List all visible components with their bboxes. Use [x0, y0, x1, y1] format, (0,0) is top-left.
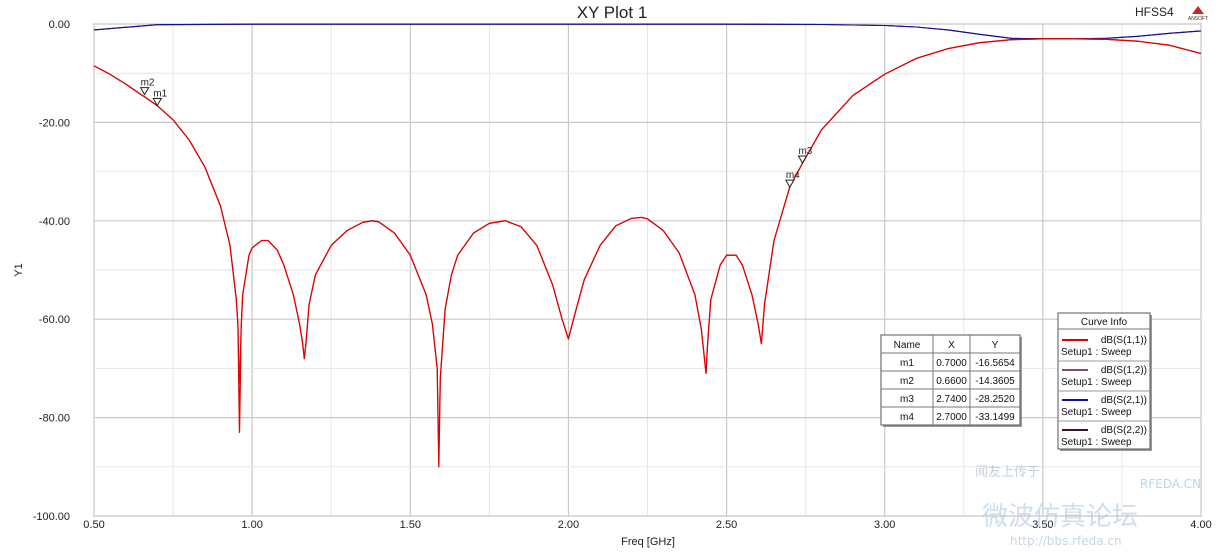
- table-header-cell: Name: [894, 340, 921, 351]
- table-cell: m2: [900, 376, 914, 387]
- y-axis-label: Y1: [13, 263, 25, 276]
- watermark-site: RFEDA.CN: [1140, 477, 1201, 491]
- y-axis-ticks: 0.00 -20.00 -40.00 -60.00 -80.00 -100.00: [33, 19, 70, 523]
- x-tick-label: 3.50: [1032, 519, 1053, 531]
- table-cell: -14.3605: [975, 376, 1015, 387]
- table-cell: m3: [900, 394, 914, 405]
- app-brand: HFSS4: [1135, 5, 1174, 19]
- table-cell: m1: [900, 358, 914, 369]
- x-tick-label: 2.00: [558, 519, 579, 531]
- marker-label-m4: m4: [786, 170, 800, 181]
- grid: [93, 23, 1202, 517]
- legend-entry-sub: Setup1 : Sweep: [1061, 347, 1132, 358]
- x-axis-ticks: 0.50 1.00 1.50 2.00 2.50 3.00 3.50 4.00: [83, 519, 1211, 531]
- table-cell: m4: [900, 412, 914, 423]
- x-tick-label: 3.00: [874, 519, 895, 531]
- legend-entry-name: dB(S(1,2)): [1101, 365, 1147, 376]
- marker-m1: [152, 98, 163, 107]
- marker-m2: [139, 87, 150, 96]
- table-header-cell: Y: [992, 340, 999, 351]
- watermark-top: 闻友上传于: [975, 464, 1040, 480]
- table-frame: [880, 334, 1021, 426]
- y-tick-label: -40.00: [39, 216, 70, 228]
- ansoft-logo: ANSOFT: [1188, 6, 1208, 22]
- vendor-logo-text: ANSOFT: [1188, 16, 1208, 22]
- legend-entry-name: dB(S(2,1)): [1101, 395, 1147, 406]
- marker-m4: [784, 179, 795, 189]
- legend-entry-sub: Setup1 : Sweep: [1061, 377, 1132, 388]
- legend-entry-sub: Setup1 : Sweep: [1061, 437, 1132, 448]
- chart-title: XY Plot 1: [577, 3, 648, 22]
- x-tick-label: 0.50: [83, 519, 104, 531]
- y-tick-label: 0.00: [49, 19, 70, 31]
- table-cell: 2.7000: [936, 412, 967, 423]
- watermark-cn: 微波仿真论坛: [982, 502, 1138, 532]
- marker-label-m1: m1: [153, 89, 167, 100]
- marker-label-m2: m2: [141, 78, 155, 89]
- marker-m3: [797, 155, 808, 165]
- series-layer: [93, 23, 1202, 468]
- watermark: 闻友上传于 RFEDA.CN 微波仿真论坛 http://bbs.rfeda.c…: [975, 464, 1201, 548]
- legend-title: Curve Info: [1081, 317, 1128, 328]
- table-cell: 0.6600: [936, 376, 967, 387]
- legend-entry-name: dB(S(2,2)): [1101, 425, 1147, 436]
- table-cell: 2.7400: [936, 394, 967, 405]
- legend-entry-name: dB(S(1,1)): [1101, 335, 1147, 346]
- table-cell: -16.5654: [975, 358, 1015, 369]
- y-tick-label: -20.00: [39, 117, 70, 129]
- y-tick-label: -80.00: [39, 413, 70, 425]
- watermark-url: http://bbs.rfeda.cn: [1010, 534, 1122, 548]
- x-tick-label: 4.00: [1190, 519, 1211, 531]
- legend-frame: [1057, 312, 1151, 450]
- table-cell: -33.1499: [975, 412, 1015, 423]
- table-cell: 0.7000: [936, 358, 967, 369]
- series-line-s11: [93, 38, 1202, 468]
- y-tick-label: -100.00: [33, 511, 70, 523]
- table-header-cell: X: [948, 340, 955, 351]
- x-tick-label: 1.00: [241, 519, 262, 531]
- x-tick-label: 1.50: [400, 519, 421, 531]
- y-tick-label: -60.00: [39, 314, 70, 326]
- x-axis-label: Freq [GHz]: [621, 536, 675, 548]
- x-tick-label: 2.50: [716, 519, 737, 531]
- table-cell: -28.2520: [975, 394, 1015, 405]
- legend-entry-sub: Setup1 : Sweep: [1061, 407, 1132, 418]
- marker-label-m3: m3: [798, 146, 812, 157]
- series-line-s21: [93, 23, 1202, 40]
- marker-table: Name X Ym1 0.7000 -16.5654 m2 0.6600 -14.3605 m3…: [880, 334, 1022, 427]
